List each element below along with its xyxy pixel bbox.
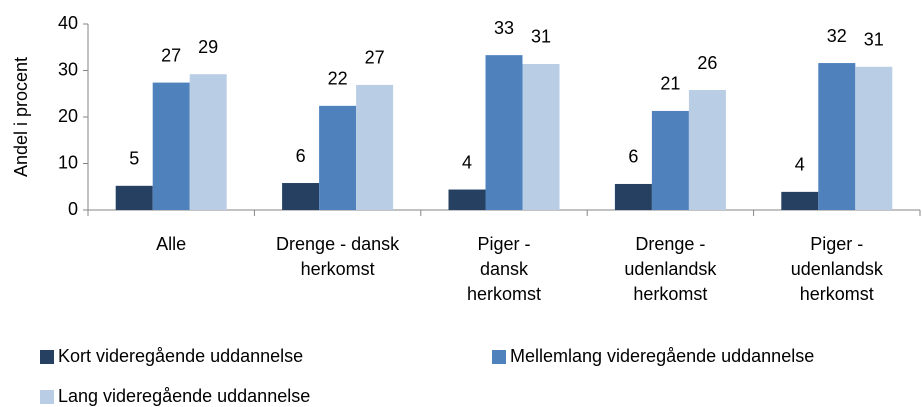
x-tick-label: Alle bbox=[156, 234, 187, 254]
y-tick-label: 10 bbox=[58, 152, 78, 172]
data-label: 29 bbox=[198, 37, 218, 57]
x-tick-label: Drenge - udenlandsk herkomst bbox=[624, 234, 717, 304]
bar bbox=[855, 66, 893, 210]
bar bbox=[614, 183, 652, 210]
legend-swatch bbox=[40, 390, 54, 404]
bar bbox=[115, 185, 153, 210]
data-label: 31 bbox=[864, 30, 884, 50]
data-label: 27 bbox=[161, 45, 181, 65]
bar bbox=[189, 74, 227, 210]
data-label: 33 bbox=[494, 18, 514, 38]
bar bbox=[448, 189, 486, 210]
data-label: 21 bbox=[660, 74, 680, 94]
data-label: 4 bbox=[462, 152, 472, 172]
bar bbox=[522, 63, 560, 210]
bar bbox=[688, 90, 726, 210]
y-tick-label: 20 bbox=[58, 106, 78, 126]
x-tick-label: Piger - dansk herkomst bbox=[466, 234, 542, 304]
legend-label: Mellemlang videregående uddannelse bbox=[510, 346, 814, 366]
bar bbox=[781, 191, 819, 210]
y-tick-label: 40 bbox=[58, 13, 78, 33]
data-label: 6 bbox=[628, 147, 638, 167]
data-label: 27 bbox=[365, 48, 385, 68]
data-label: 5 bbox=[129, 149, 139, 169]
bar bbox=[651, 110, 689, 210]
bar bbox=[356, 84, 394, 210]
y-tick-label: 30 bbox=[58, 59, 78, 79]
data-label: 6 bbox=[296, 146, 306, 166]
legend-swatch bbox=[492, 350, 506, 364]
data-label: 32 bbox=[827, 26, 847, 46]
bar bbox=[152, 82, 190, 210]
data-label: 26 bbox=[697, 53, 717, 73]
legend-label: Kort videregående uddannelse bbox=[58, 346, 303, 366]
x-tick-label: Drenge - dansk herkomst bbox=[276, 234, 400, 279]
data-label: 22 bbox=[328, 69, 348, 89]
y-tick-label: 0 bbox=[68, 199, 78, 219]
legend-label: Lang videregående uddannelse bbox=[58, 386, 310, 406]
y-axis-label: Andel i procent bbox=[11, 57, 31, 177]
bar bbox=[319, 105, 357, 210]
x-tick-label: Piger - udenlandsk herkomst bbox=[790, 234, 883, 304]
data-label: 31 bbox=[531, 27, 551, 47]
data-label: 4 bbox=[795, 155, 805, 175]
bar bbox=[282, 183, 320, 210]
legend-swatch bbox=[40, 350, 54, 364]
bar bbox=[818, 63, 856, 211]
bar bbox=[485, 55, 523, 210]
